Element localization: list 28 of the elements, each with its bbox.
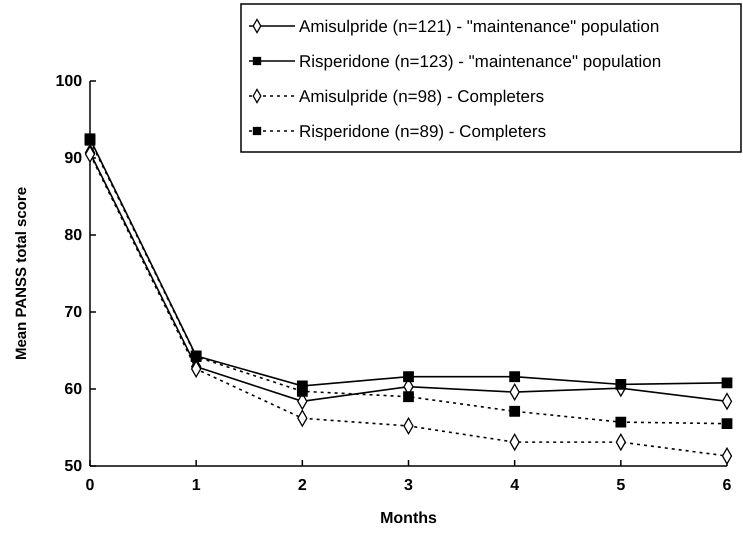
- x-tick-label: 5: [616, 476, 626, 494]
- y-tick-label: 70: [64, 304, 82, 322]
- legend-label: Risperidone (n=123) - "maintenance" population: [299, 52, 662, 71]
- legend-label: Amisulpride (n=98) - Completers: [299, 86, 544, 106]
- y-tick-label: 90: [64, 150, 82, 168]
- point: [509, 406, 520, 417]
- x-tick-label: 2: [298, 476, 307, 494]
- y-tick-label: 80: [64, 227, 82, 244]
- point: [509, 371, 520, 382]
- y-axis-title: Mean PANSS total score: [13, 186, 30, 360]
- point: [722, 377, 732, 388]
- point: [296, 386, 308, 397]
- legend-label: Risperidone (n=89) - Completers: [299, 122, 546, 141]
- x-tick-label: 4: [510, 476, 520, 494]
- x-tick-label: 0: [86, 476, 95, 494]
- point: [615, 378, 626, 390]
- point: [403, 391, 414, 402]
- point: [403, 371, 414, 382]
- x-tick-label: 6: [722, 476, 732, 494]
- x-tick-label: 1: [192, 476, 201, 494]
- y-tick-label: 100: [55, 73, 82, 90]
- y-tick-label: 60: [64, 381, 82, 398]
- x-axis-title: Months: [380, 510, 438, 527]
- point: [722, 418, 732, 430]
- legend-label: Amisulpride (n=121) - "maintenance" population: [299, 16, 660, 36]
- point: [615, 416, 626, 428]
- y-tick-label: 50: [64, 458, 82, 476]
- x-tick-label: 3: [404, 476, 414, 494]
